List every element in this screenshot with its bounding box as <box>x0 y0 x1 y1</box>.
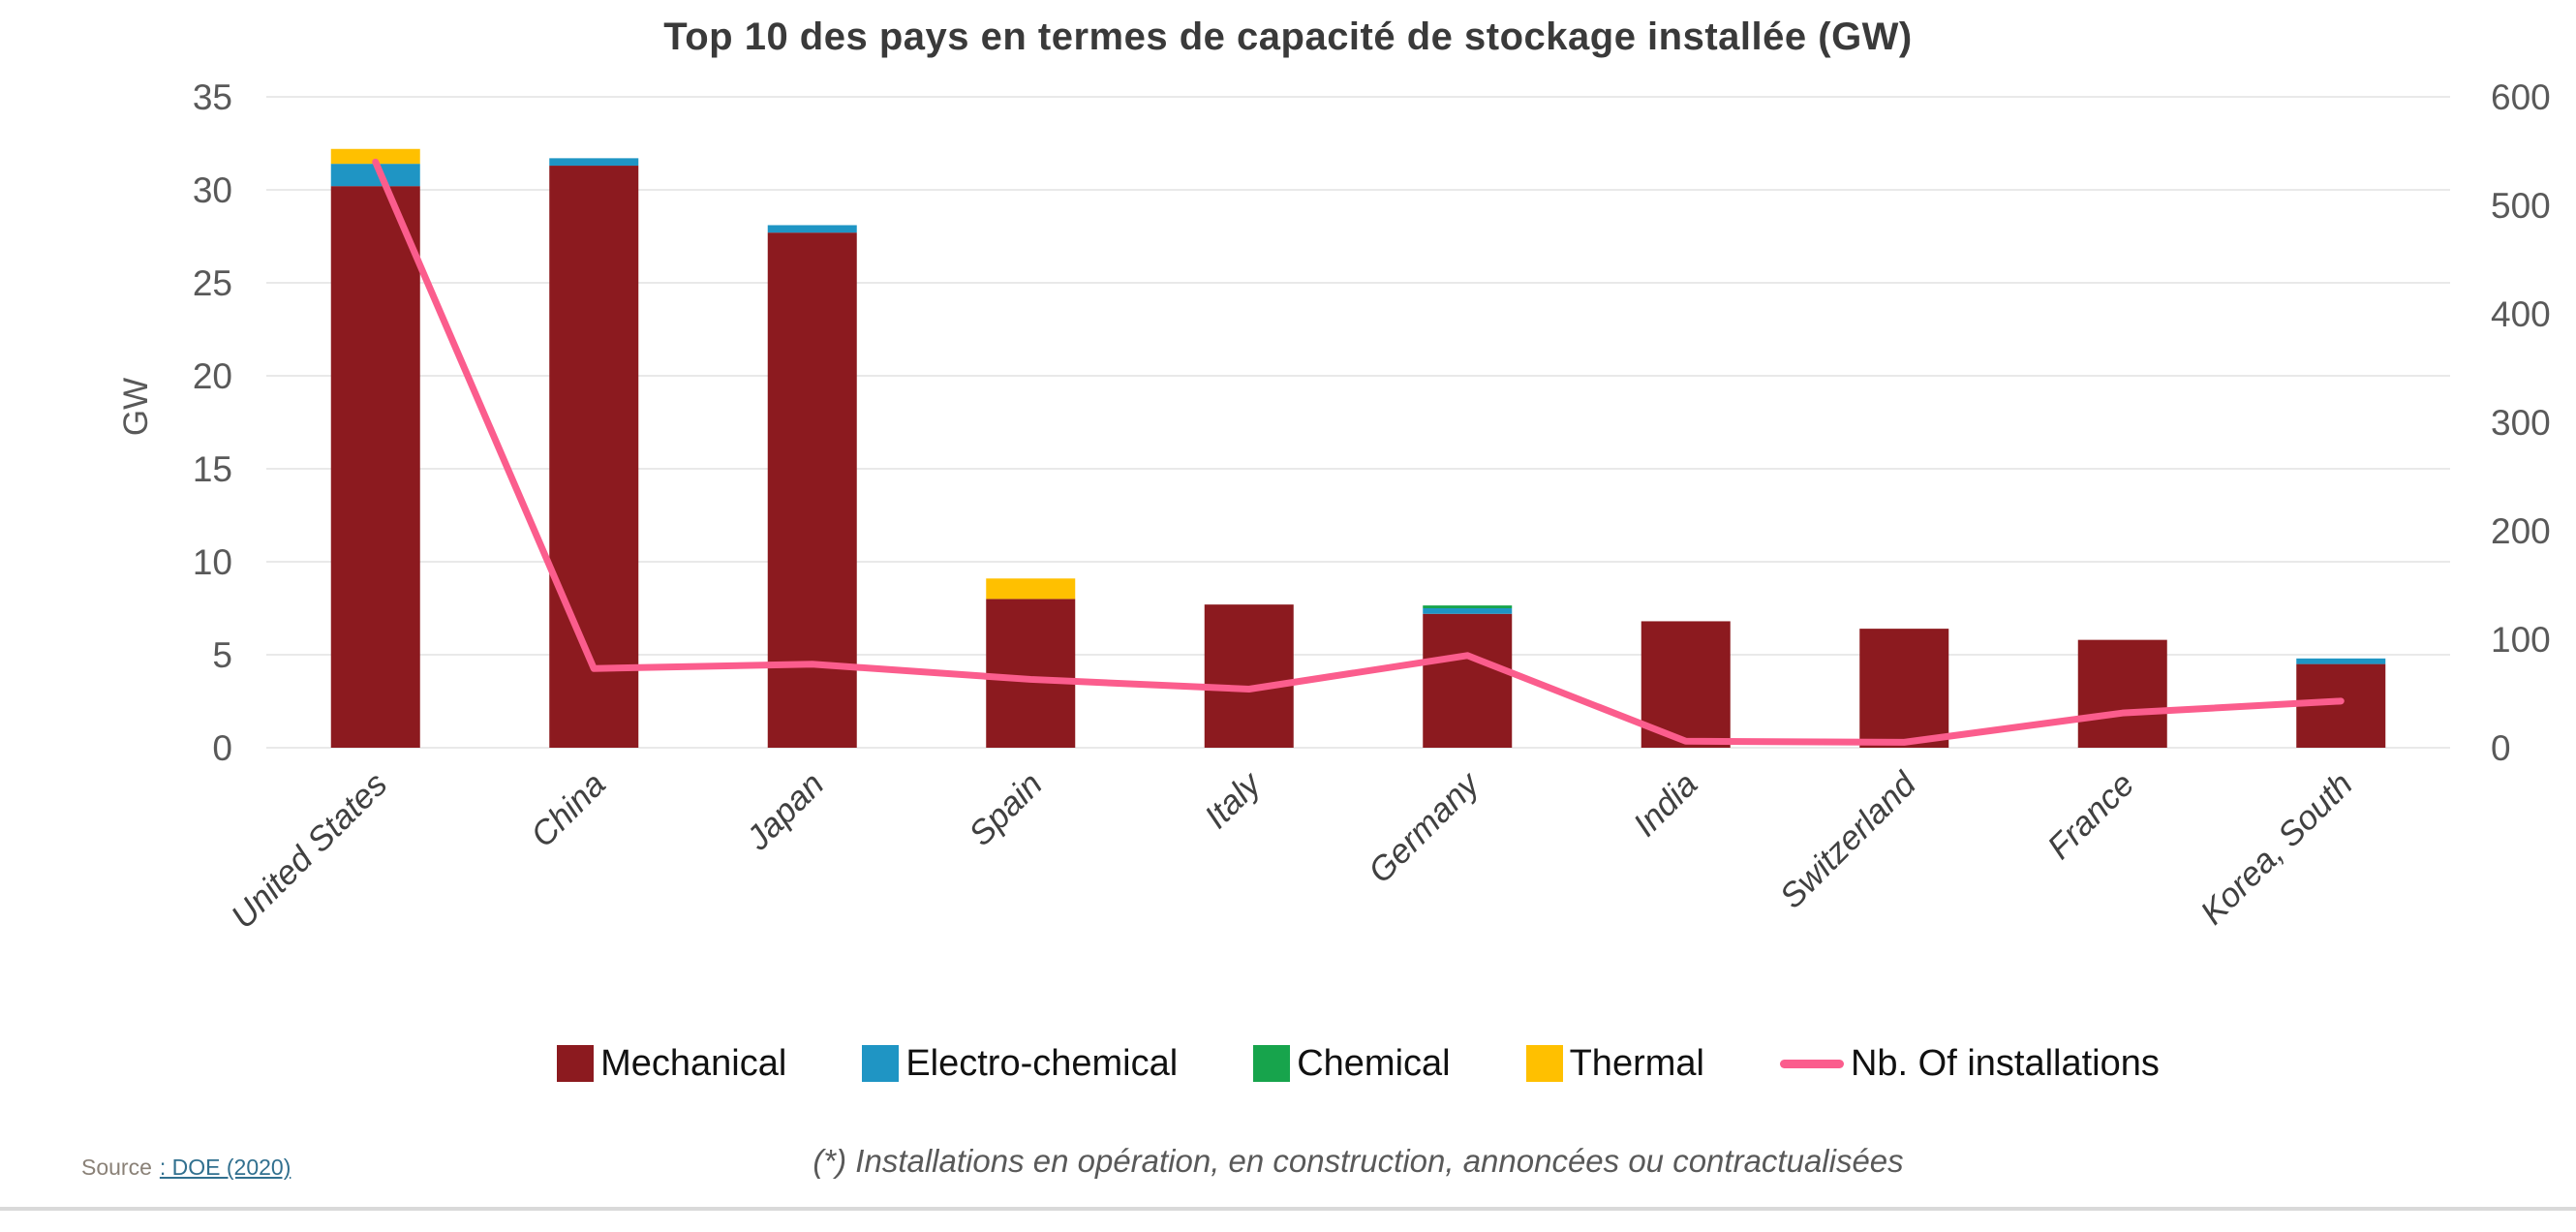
bottom-divider <box>0 1207 2576 1211</box>
bar-segment-electro-chemical <box>549 158 639 167</box>
category-label: Japan <box>739 765 832 858</box>
left-axis-tick: 35 <box>193 77 232 117</box>
bar-segment-mechanical <box>1859 629 1949 748</box>
legend-label: Chemical <box>1297 1042 1451 1084</box>
category-label: Korea, South <box>2193 765 2360 932</box>
legend-line-marker <box>1779 1059 1844 1068</box>
bar-segment-mechanical <box>330 186 420 748</box>
source-row: Source : DOE (2020) <box>81 1155 291 1181</box>
chart-footnote: (*) Installations en opération, en const… <box>813 1143 1904 1179</box>
legend-item-thermal: Thermal <box>1525 1042 1704 1085</box>
category-label: Italy <box>1197 763 1270 836</box>
left-axis-title: GW <box>117 378 155 436</box>
category-label: India <box>1626 765 1704 844</box>
bar-segment-mechanical <box>2077 639 2167 748</box>
category-label: Germany <box>1362 763 1488 890</box>
right-axis-tick: 300 <box>2491 403 2551 443</box>
legend-item-chemical: Chemical <box>1253 1042 1451 1085</box>
bar-segment-mechanical <box>549 166 639 749</box>
right-axis-tick: 100 <box>2491 620 2551 660</box>
legend-color-swatch <box>557 1045 595 1082</box>
bar-segment-electro-chemical <box>1423 608 1513 614</box>
chart-title: Top 10 des pays en termes de capacité de… <box>663 15 1913 58</box>
legend-color-swatch <box>862 1045 900 1082</box>
right-axis-tick: 600 <box>2491 77 2551 117</box>
bar-segment-mechanical <box>767 232 857 748</box>
left-axis-tick: 20 <box>193 356 232 396</box>
line-series-installations <box>372 158 2345 746</box>
category-label: China <box>524 765 613 854</box>
legend-item-nb-of-installations: Nb. Of installations <box>1779 1042 2160 1085</box>
bar-segment-thermal <box>986 578 1076 600</box>
bar-segment-mechanical <box>1423 613 1513 748</box>
bar-segment-electro-chemical <box>2296 658 2386 664</box>
left-axis-tick: 30 <box>193 170 232 210</box>
legend-label: Mechanical <box>600 1042 787 1084</box>
legend-label: Thermal <box>1569 1042 1704 1084</box>
legend-color-swatch <box>1525 1045 1563 1082</box>
left-axis-tick: 5 <box>212 635 232 675</box>
left-axis-tick: 15 <box>193 449 232 489</box>
right-axis-tick: 400 <box>2491 294 2551 334</box>
category-label: France <box>2040 765 2142 867</box>
bar-segment-electro-chemical <box>767 225 857 233</box>
bar-segment-chemical <box>1423 605 1513 608</box>
right-axis-tick: 500 <box>2491 186 2551 226</box>
chart-legend: Mechanical Electro-chemical Chemical Therma… <box>266 1034 2450 1093</box>
right-axis-tick: 0 <box>2491 728 2511 768</box>
bar-segment-mechanical <box>1204 604 1294 748</box>
left-axis-tick: 0 <box>212 728 232 768</box>
category-label: Spain <box>962 765 1050 853</box>
legend-item-mechanical: Mechanical <box>557 1043 786 1085</box>
legend-label: Nb. Of installations <box>1850 1042 2160 1084</box>
category-label: Switzerland <box>1772 764 1924 916</box>
legend-label: Electro-chemical <box>905 1042 1179 1084</box>
left-axis-tick: 25 <box>193 263 232 303</box>
left-axis-tick: 10 <box>193 542 232 582</box>
right-axis-tick: 200 <box>2491 511 2551 551</box>
legend-item-electro-chemical: Electro-chemical <box>862 1043 1178 1085</box>
source-link[interactable]: : DOE (2020) <box>159 1155 291 1180</box>
legend-color-swatch <box>1253 1045 1291 1082</box>
bar-segment-thermal <box>330 148 420 165</box>
source-label: Source <box>81 1155 152 1180</box>
category-label: United States <box>224 765 394 936</box>
bar-segment-mechanical <box>986 599 1076 748</box>
bar-segment-electro-chemical <box>330 164 420 187</box>
